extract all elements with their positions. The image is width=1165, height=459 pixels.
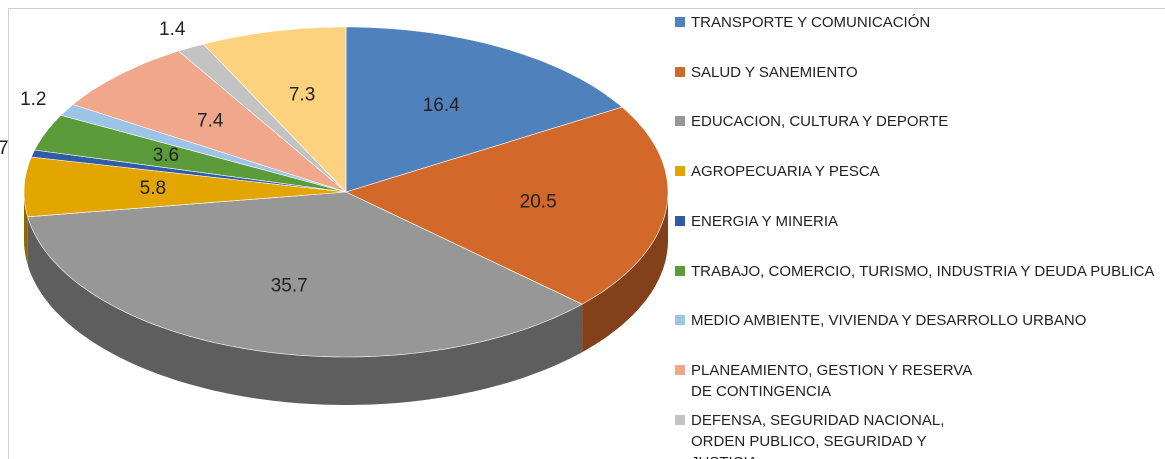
data-label: 35.7 [271, 276, 308, 297]
slice [345, 26, 623, 193]
legend-swatch [675, 315, 685, 326]
legend-swatch [675, 364, 685, 375]
data-label: 20.5 [520, 191, 557, 212]
legend-label: SALUD Y SANEMIENTO [691, 63, 858, 81]
legend-label: TRABAJO, COMERCIO, TURISMO, INDUSTRIA Y … [691, 262, 1155, 280]
slice-side [27, 216, 583, 405]
legend-item: MEDIO AMBIENTE, VIVIENDA Y DESARROLLO UR… [675, 310, 1165, 331]
legend-label: MEDIO AMBIENTE, VIVIENDA Y DESARROLLO UR… [691, 312, 1087, 330]
legend-item: TRANSPORTE Y COMUNICACIÓN [675, 12, 1165, 33]
legend-item: PLANEAMIENTO, GESTION Y RESERVA DE CONTI… [675, 360, 991, 402]
legend-swatch [675, 215, 685, 226]
legend-label: TRANSPORTE Y COMUNICACIÓN [691, 14, 931, 31]
slice [202, 26, 347, 193]
slice [23, 156, 347, 218]
slice [34, 114, 347, 193]
chart-frame [8, 8, 1165, 459]
legend-label: ENERGIA Y MINERIA [691, 212, 838, 230]
data-label: 16.4 [423, 95, 460, 116]
data-label: 1.2 [20, 89, 46, 110]
legend-swatch [675, 17, 685, 27]
data-label: 0.7 [0, 138, 9, 159]
legend-label: DEFENSA, SEGURIDAD NACIONAL, ORDEN PUBLI… [691, 411, 945, 459]
slice-side [24, 192, 28, 265]
slice-side [582, 192, 668, 353]
legend-swatch [675, 116, 685, 127]
legend-item: TRABAJO, COMERCIO, TURISMO, INDUSTRIA Y … [675, 261, 1165, 282]
slice [345, 106, 669, 305]
legend-swatch [675, 265, 685, 276]
legend-item: SALUD Y SANEMIENTO [675, 62, 1165, 83]
legend-item: EDUCACION, CULTURA Y DEPORTE [675, 111, 1165, 132]
legend-swatch [675, 66, 685, 77]
data-label: 7.3 [289, 85, 315, 106]
legend-label: AGROPECUARIA Y PESCA [691, 163, 880, 181]
legend-label: EDUCACION, CULTURA Y DEPORTE [691, 113, 949, 131]
data-label: 5.8 [140, 178, 166, 199]
legend-item: AGROPECUARIA Y PESCA [675, 161, 1165, 182]
slice [72, 50, 347, 193]
slice [27, 191, 583, 358]
legend-label: PLANEAMIENTO, GESTION Y RESERVA DE CONTI… [691, 361, 972, 400]
legend-item: DEFENSA, SEGURIDAD NACIONAL, ORDEN PUBLI… [675, 410, 991, 459]
legend-item: ENERGIA Y MINERIA [675, 211, 1165, 232]
data-label: 7.4 [197, 111, 224, 132]
legend-swatch [675, 166, 685, 177]
data-label: 1.4 [159, 19, 186, 40]
data-label: 3.6 [153, 145, 179, 166]
slice [177, 43, 347, 193]
pie-area: 16.4 20.5 35.7 5.8 0.7 3.6 1.2 7.4 1.4 7.3 [0, 19, 669, 405]
legend-swatch [675, 414, 685, 425]
